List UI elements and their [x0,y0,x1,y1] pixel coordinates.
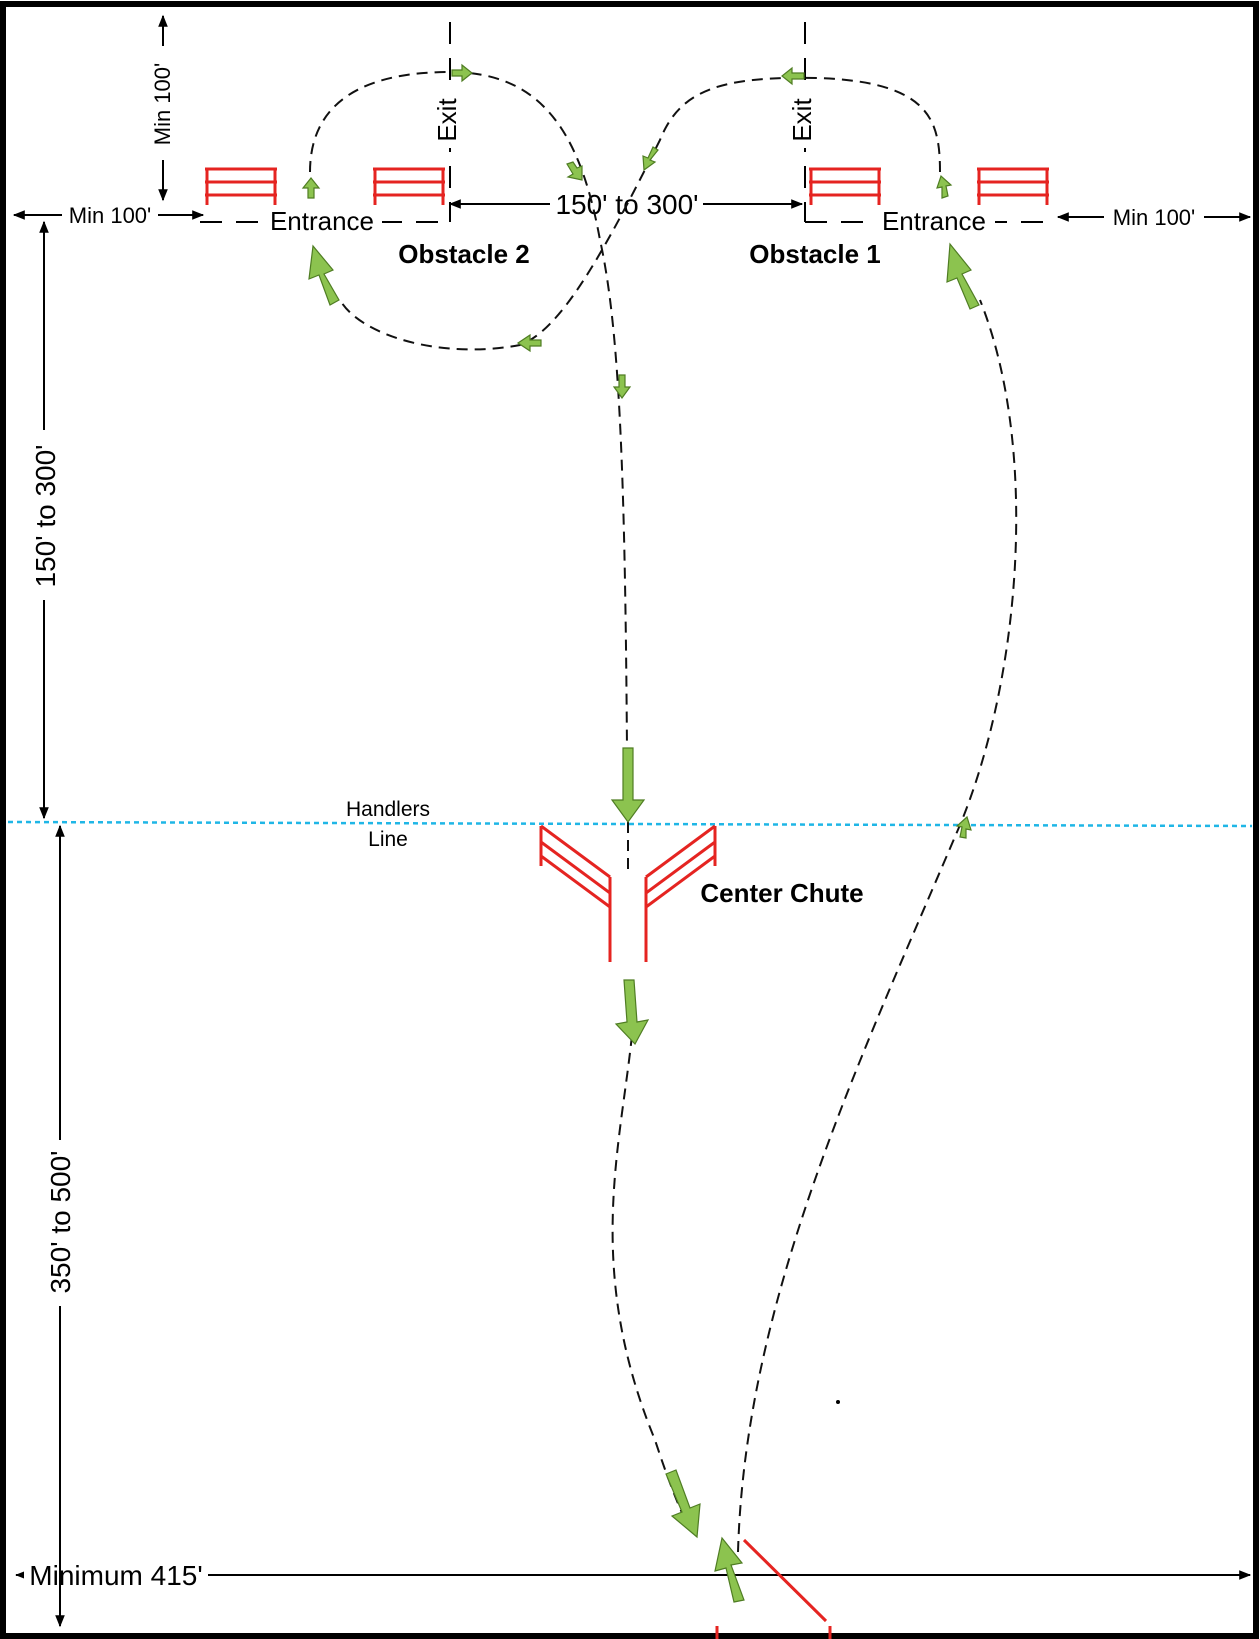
obstacle-2-label: Obstacle 2 [398,239,530,269]
obstacle-2-fence-right [371,167,447,207]
arrow-to-pen [665,1469,701,1539]
stray-dot [836,1400,840,1404]
path-chute-to-pen [611,1034,691,1531]
center-chute-label: Center Chute [700,878,863,908]
dimension-bottom-width-label: Minimum 415' [29,1560,202,1591]
arrow-obstacle-1-exit [642,146,659,172]
handlers-line-label-2: Line [368,828,408,851]
handlers-line-label-1: Handlers [346,798,430,821]
direction-arrows [301,63,980,1603]
obstacle-2: Entrance Exit Obstacle 2 [200,22,530,269]
arrow-down-after-chute [614,979,650,1046]
pen-fence [715,1538,832,1639]
obstacle-1-fence-right [975,167,1051,207]
arrow-handlers-crossing [955,815,972,839]
center-chute [539,824,717,962]
obstacle-1-exit-label: Exit [787,98,817,142]
arrow-into-obstacle-2 [308,244,340,306]
arrow-into-obstacle-1 [946,242,980,310]
dimension-obstacle-to-handlers-label: 150' to 300' [30,444,61,587]
dimension-bottom-width: Minimum 415' [15,1560,1252,1591]
handlers-line: Handlers Line [7,798,1253,851]
dimension-obstacle-to-handlers: 150' to 300' [30,220,61,820]
path-obstacle-2-loop [309,70,628,751]
dimension-handlers-to-bottom: 350' to 500' [45,824,76,1628]
obstacle-1-fence-left [807,167,883,207]
dimension-top-min: Min 100' [150,14,175,202]
obstacle-1: Entrance Exit Obstacle 1 [749,22,1053,269]
obstacle-1-label: Obstacle 1 [749,239,881,269]
dimension-right-min: Min 100' [1056,205,1252,230]
path-post-to-obstacle-1 [737,299,1018,1553]
arrow-from-pen [714,1536,745,1603]
dimension-left-min: Min 100' [12,203,205,228]
arrow-obstacle-2-entry [301,177,321,199]
arrow-to-obstacle-2-entry [516,333,542,353]
arrow-obstacle-2-top [451,63,473,83]
obstacle-1-entrance-label: Entrance [882,206,986,236]
obstacle-2-fence-left [203,167,279,207]
arrow-obstacle-1-top [781,66,805,86]
arrow-down-path [612,374,632,400]
arrow-obstacle-2-exit [566,161,583,181]
dimension-left-min-label: Min 100' [69,203,151,228]
arrow-obstacle-1-entry [936,174,953,199]
obstacle-2-entrance-label: Entrance [270,206,374,236]
arrow-down-to-chute [610,747,646,824]
dimension-right-min-label: Min 100' [1113,205,1195,230]
obstacle-2-exit-label: Exit [432,98,462,142]
dimension-top-min-label: Min 100' [150,63,175,145]
dimension-handlers-to-bottom-label: 350' to 500' [45,1150,76,1293]
